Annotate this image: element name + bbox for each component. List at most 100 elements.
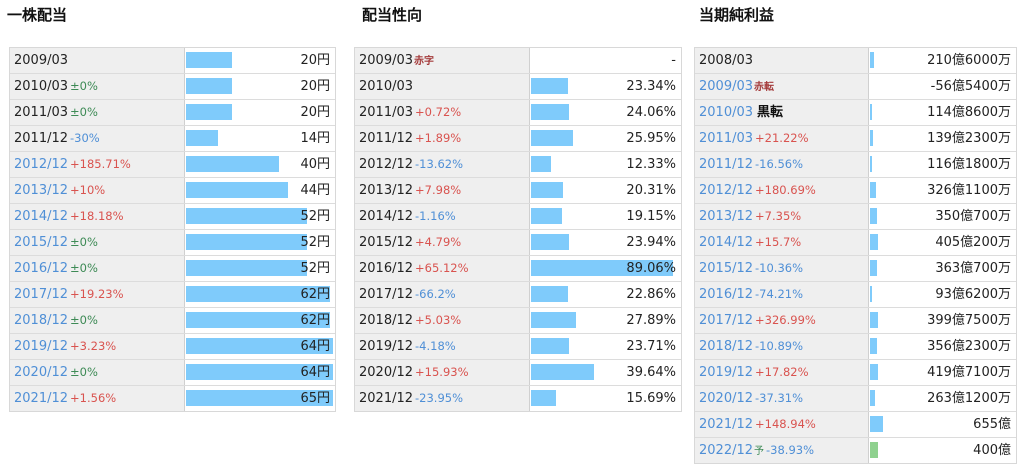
payout-bar <box>531 182 564 198</box>
change-rate: +15.93% <box>415 365 469 379</box>
change-rate: +0.72% <box>415 105 462 119</box>
div-value: 40円 <box>300 157 330 172</box>
period-label[interactable]: 2015/12 <box>699 261 754 276</box>
change-rate: ±0% <box>70 235 98 249</box>
payout-value: 27.89% <box>626 313 676 328</box>
payout-value: 23.71% <box>626 339 676 354</box>
profit-value: 114億8600万 <box>927 105 1011 120</box>
payout-bar <box>531 104 570 120</box>
period-label[interactable]: 2013/12 <box>14 183 69 198</box>
payout-row: 2017/12 -66.2% 22.86% <box>355 282 681 308</box>
div-bar <box>186 312 330 328</box>
change-rate: ±0% <box>70 261 98 275</box>
profit-row-label: 2014/12 +15.7% <box>695 230 869 255</box>
profit-row-label: 2016/12 -74.21% <box>695 282 869 307</box>
div-row-label: 2020/12 ±0% <box>10 360 185 385</box>
change-rate: +18.18% <box>70 209 124 223</box>
payout-row-label: 2011/12 +1.89% <box>355 126 530 151</box>
payout-table: 2009/03赤字 - 2010/03 23.34% 2011/03 +0.72% 24.0… <box>354 47 682 412</box>
div-row: 2019/12 +3.23% 64円 <box>10 334 335 360</box>
period-label[interactable]: 2021/12 <box>699 417 754 432</box>
period-label[interactable]: 2016/12 <box>14 261 69 276</box>
div-value: 20円 <box>300 79 330 94</box>
div-bar <box>186 130 219 146</box>
profit-row: 2022/12予 -38.93% 400億 <box>695 438 1016 463</box>
div-value: 64円 <box>300 339 330 354</box>
profit-row: 2016/12 -74.21% 93億6200万 <box>695 282 1016 308</box>
div-row: 2013/12 +10% 44円 <box>10 178 335 204</box>
change-rate: +185.71% <box>70 157 131 171</box>
period-label[interactable]: 2019/12 <box>14 339 69 354</box>
payout-bar <box>531 130 573 146</box>
change-rate: ±0% <box>70 365 98 379</box>
period-label[interactable]: 2014/12 <box>14 209 69 224</box>
div-row-label: 2011/03 ±0% <box>10 100 185 125</box>
div-bar <box>186 364 333 380</box>
payout-value: 39.64% <box>626 365 676 380</box>
period-label[interactable]: 2020/12 <box>14 365 69 380</box>
change-rate: -1.16% <box>415 209 456 223</box>
payout-bar <box>531 338 569 354</box>
div-row: 2018/12 ±0% 62円 <box>10 308 335 334</box>
period-label[interactable]: 2017/12 <box>14 287 69 302</box>
period-label[interactable]: 2009/03 <box>699 79 754 94</box>
period-label[interactable]: 2015/12 <box>14 235 69 250</box>
div-value: 14円 <box>300 131 330 146</box>
profit-row: 2017/12 +326.99% 399億7500万 <box>695 308 1016 334</box>
dividend-title: 一株配当 <box>7 6 68 24</box>
note-badge: 赤転 <box>754 82 775 93</box>
div-row: 2021/12 +1.56% 65円 <box>10 386 335 411</box>
period-label[interactable]: 2022/12 <box>699 443 754 458</box>
div-bar <box>186 390 333 406</box>
period-label: 2013/12 <box>359 183 414 198</box>
profit-table: 2008/03 210億6000万 2009/03赤転 -56億5400万 2010/0… <box>694 47 1017 464</box>
period-label[interactable]: 2011/03 <box>699 131 754 146</box>
profit-row: 2008/03 210億6000万 <box>695 48 1016 74</box>
div-row-label: 2021/12 +1.56% <box>10 386 185 411</box>
period-label[interactable]: 2021/12 <box>14 391 69 406</box>
period-label: 2011/03 <box>14 105 69 120</box>
payout-bar <box>531 390 557 406</box>
period-label[interactable]: 2012/12 <box>699 183 754 198</box>
change-rate: +15.7% <box>755 235 802 249</box>
period-label[interactable]: 2018/12 <box>14 313 69 328</box>
profit-bar <box>870 182 877 198</box>
period-label: 2008/03 <box>699 53 754 68</box>
profit-row: 2011/12 -16.56% 116億1800万 <box>695 152 1016 178</box>
period-label[interactable]: 2016/12 <box>699 287 754 302</box>
div-row-label: 2012/12 +185.71% <box>10 152 185 177</box>
period-label[interactable]: 2017/12 <box>699 313 754 328</box>
period-label[interactable]: 2012/12 <box>14 157 69 172</box>
period-label[interactable]: 2020/12 <box>699 391 754 406</box>
div-bar <box>186 260 307 276</box>
change-rate: -10.89% <box>755 339 804 353</box>
period-label[interactable]: 2011/12 <box>699 157 754 172</box>
div-value: 52円 <box>300 209 330 224</box>
profit-row-label: 2011/03 +21.22% <box>695 126 869 151</box>
payout-bar <box>531 286 568 302</box>
profit-value: 356億2300万 <box>927 339 1011 354</box>
profit-value: 419億7100万 <box>927 365 1011 380</box>
div-bar <box>186 52 233 68</box>
div-value: 65円 <box>300 391 330 406</box>
period-label[interactable]: 2013/12 <box>699 209 754 224</box>
div-bar <box>186 286 330 302</box>
period-label[interactable]: 2019/12 <box>699 365 754 380</box>
payout-row-label: 2012/12 -13.62% <box>355 152 530 177</box>
period-label[interactable]: 2014/12 <box>699 235 754 250</box>
payout-value: 24.06% <box>626 105 676 120</box>
profit-bar <box>870 364 879 380</box>
profit-value: 93億6200万 <box>935 287 1011 302</box>
profit-bar <box>870 312 878 328</box>
div-value: 62円 <box>300 287 330 302</box>
change-rate: -74.21% <box>755 287 804 301</box>
profit-row-label: 2021/12 +148.94% <box>695 412 869 437</box>
change-rate: +148.94% <box>755 417 816 431</box>
payout-value: 12.33% <box>626 157 676 172</box>
div-bar <box>186 234 307 250</box>
profit-value: 326億1100万 <box>927 183 1011 198</box>
div-row-label: 2019/12 +3.23% <box>10 334 185 359</box>
period-label[interactable]: 2010/03 <box>699 105 754 120</box>
profit-row-label: 2010/03 黒転 <box>695 100 869 125</box>
period-label[interactable]: 2018/12 <box>699 339 754 354</box>
